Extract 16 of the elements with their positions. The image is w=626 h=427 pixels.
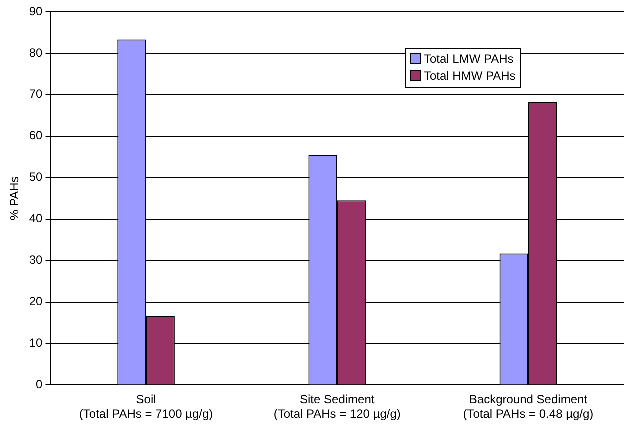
y-tick-label: 30 — [29, 253, 44, 268]
x-tick-label: Soil (Total PAHs = 7100 µg/g) — [79, 392, 214, 422]
y-tick-label: 40 — [29, 212, 44, 226]
y-tick-label: 90 — [29, 4, 44, 18]
legend-label: Total LMW PAHs — [423, 51, 515, 68]
y-tick-label: 10 — [29, 336, 44, 350]
y-tick-label: 0 — [36, 378, 44, 392]
legend-label: Total HMW PAHs — [423, 68, 516, 85]
y-tick-label: 50 — [29, 170, 44, 184]
y-axis-title: % PAHs — [8, 176, 22, 220]
x-tick-label: Site Sediment (Total PAHs = 120 µg/g) — [274, 392, 401, 422]
x-tick-label: Background Sediment (Total PAHs = 0.48 µg/g) — [463, 392, 594, 422]
y-tick-label: 60 — [29, 128, 44, 143]
y-tick-label: 80 — [29, 46, 44, 60]
y-tick-label: 20 — [29, 294, 44, 309]
y-tick-label: 70 — [29, 87, 44, 102]
